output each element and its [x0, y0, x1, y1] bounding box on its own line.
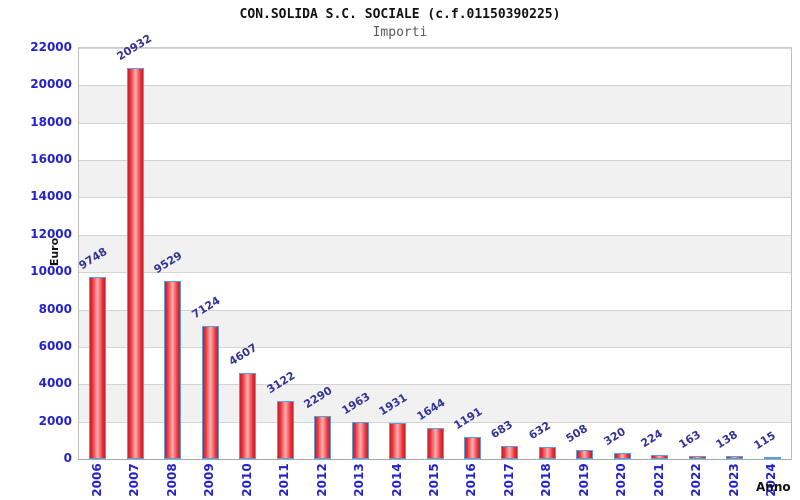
plot-background-band [79, 309, 791, 347]
bar-2021 [651, 455, 668, 459]
x-axis-tick-label: 2018 [539, 463, 554, 497]
bar-value-label: 224 [638, 426, 665, 451]
bar-value-label: 320 [601, 424, 628, 449]
x-axis-tick-label: 2022 [689, 463, 704, 497]
gridline [79, 422, 791, 423]
x-axis-tick-label: 2015 [427, 463, 441, 497]
y-axis-tick-label: 14000 [30, 189, 72, 204]
x-axis-tick-label: 2008 [164, 463, 179, 497]
bar-2011 [277, 401, 294, 459]
chart-subtitle: Importi [372, 25, 428, 40]
gridline [79, 123, 791, 124]
gridline [79, 310, 791, 311]
y-axis-tick-label: 6000 [38, 338, 72, 353]
y-axis-tick-label: 16000 [30, 152, 72, 167]
x-axis-title: Anno [756, 480, 791, 494]
gridline [79, 48, 791, 49]
bar-value-label: 163 [676, 427, 703, 452]
x-axis-tick-label: 2017 [501, 463, 516, 497]
plot-background-band [79, 234, 791, 273]
bar-2008 [164, 281, 181, 459]
x-axis-tick-label: 2013 [352, 463, 367, 497]
bar-2010 [239, 373, 256, 459]
bar-2017 [501, 446, 518, 459]
y-axis-tick-label: 8000 [38, 301, 72, 316]
y-axis-tick-label: 22000 [30, 40, 72, 54]
plot-background-band [79, 160, 791, 198]
gridline [79, 197, 791, 198]
x-axis-tick-label: 2014 [389, 463, 404, 497]
y-axis-title: Euro [48, 237, 61, 267]
y-axis-tick-label: 2000 [38, 413, 72, 428]
bar-2016 [464, 437, 481, 459]
gridline [79, 235, 791, 236]
bar-2020 [614, 453, 631, 459]
gridline [79, 160, 791, 161]
x-axis-tick-label: 2010 [239, 463, 254, 497]
bar-2006 [89, 277, 106, 459]
bar-2014 [389, 423, 406, 459]
bar-2015 [427, 428, 444, 459]
bar-2022 [689, 456, 706, 459]
x-axis-tick-label: 2011 [277, 463, 292, 497]
bar-value-label: 115 [751, 428, 778, 453]
gridline [79, 85, 791, 86]
x-axis-tick-label: 2021 [651, 463, 666, 497]
y-axis-tick-label: 4000 [38, 376, 72, 391]
chart-title: CON.SOLIDA S.C. SOCIALE (c.f.01150390225… [239, 7, 561, 22]
y-axis-tick-label: 10000 [30, 264, 72, 279]
bar-2013 [352, 422, 369, 459]
bar-2018 [539, 447, 556, 459]
gridline [79, 347, 791, 348]
chart-plot-area: 9748 20932 9529 7124 4607 3122 2290 1963 1931 164… [77, 32, 792, 460]
y-axis-tick-label: 18000 [30, 114, 72, 129]
plot-background-band [79, 85, 791, 123]
bar-2012 [314, 416, 331, 459]
x-axis-tick-label: 2016 [464, 463, 479, 497]
bar-2019 [576, 450, 593, 459]
x-axis-tick-label: 2023 [726, 463, 741, 497]
bar-value-label: 138 [713, 427, 740, 452]
bar-2023 [726, 456, 743, 459]
x-axis-tick-label: 2020 [614, 463, 629, 497]
bar-2024 [764, 457, 781, 459]
bar-value-label: 508 [563, 421, 590, 446]
bar-2009 [202, 326, 219, 459]
bar-2007 [127, 68, 144, 459]
y-axis-tick-label: 0 [63, 451, 72, 465]
x-axis-tick-label: 2009 [202, 463, 217, 497]
x-axis-tick-label: 2007 [127, 463, 142, 497]
x-axis-tick-label: 2012 [314, 463, 329, 497]
plot-background-band [79, 384, 791, 422]
gridline [79, 272, 791, 273]
y-axis-tick-label: 12000 [30, 226, 72, 241]
x-axis-tick-label: 2006 [89, 463, 104, 497]
x-axis-tick-label: 2019 [576, 463, 591, 497]
y-axis-tick-label: 20000 [30, 77, 72, 92]
gridline [79, 384, 791, 385]
